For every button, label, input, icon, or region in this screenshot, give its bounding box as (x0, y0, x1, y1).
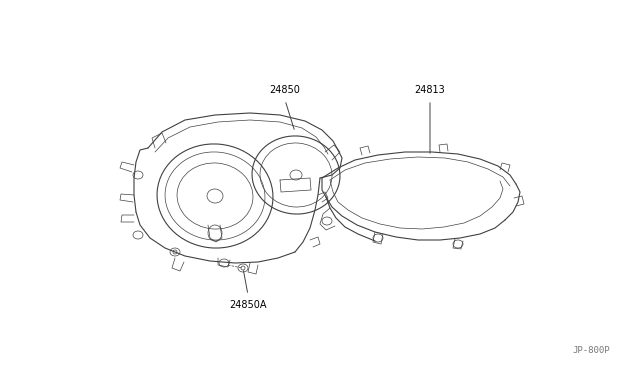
Text: 24850: 24850 (269, 85, 300, 95)
Text: 24850A: 24850A (229, 300, 267, 310)
Text: 24813: 24813 (415, 85, 445, 95)
Text: JP-800P: JP-800P (572, 346, 610, 355)
